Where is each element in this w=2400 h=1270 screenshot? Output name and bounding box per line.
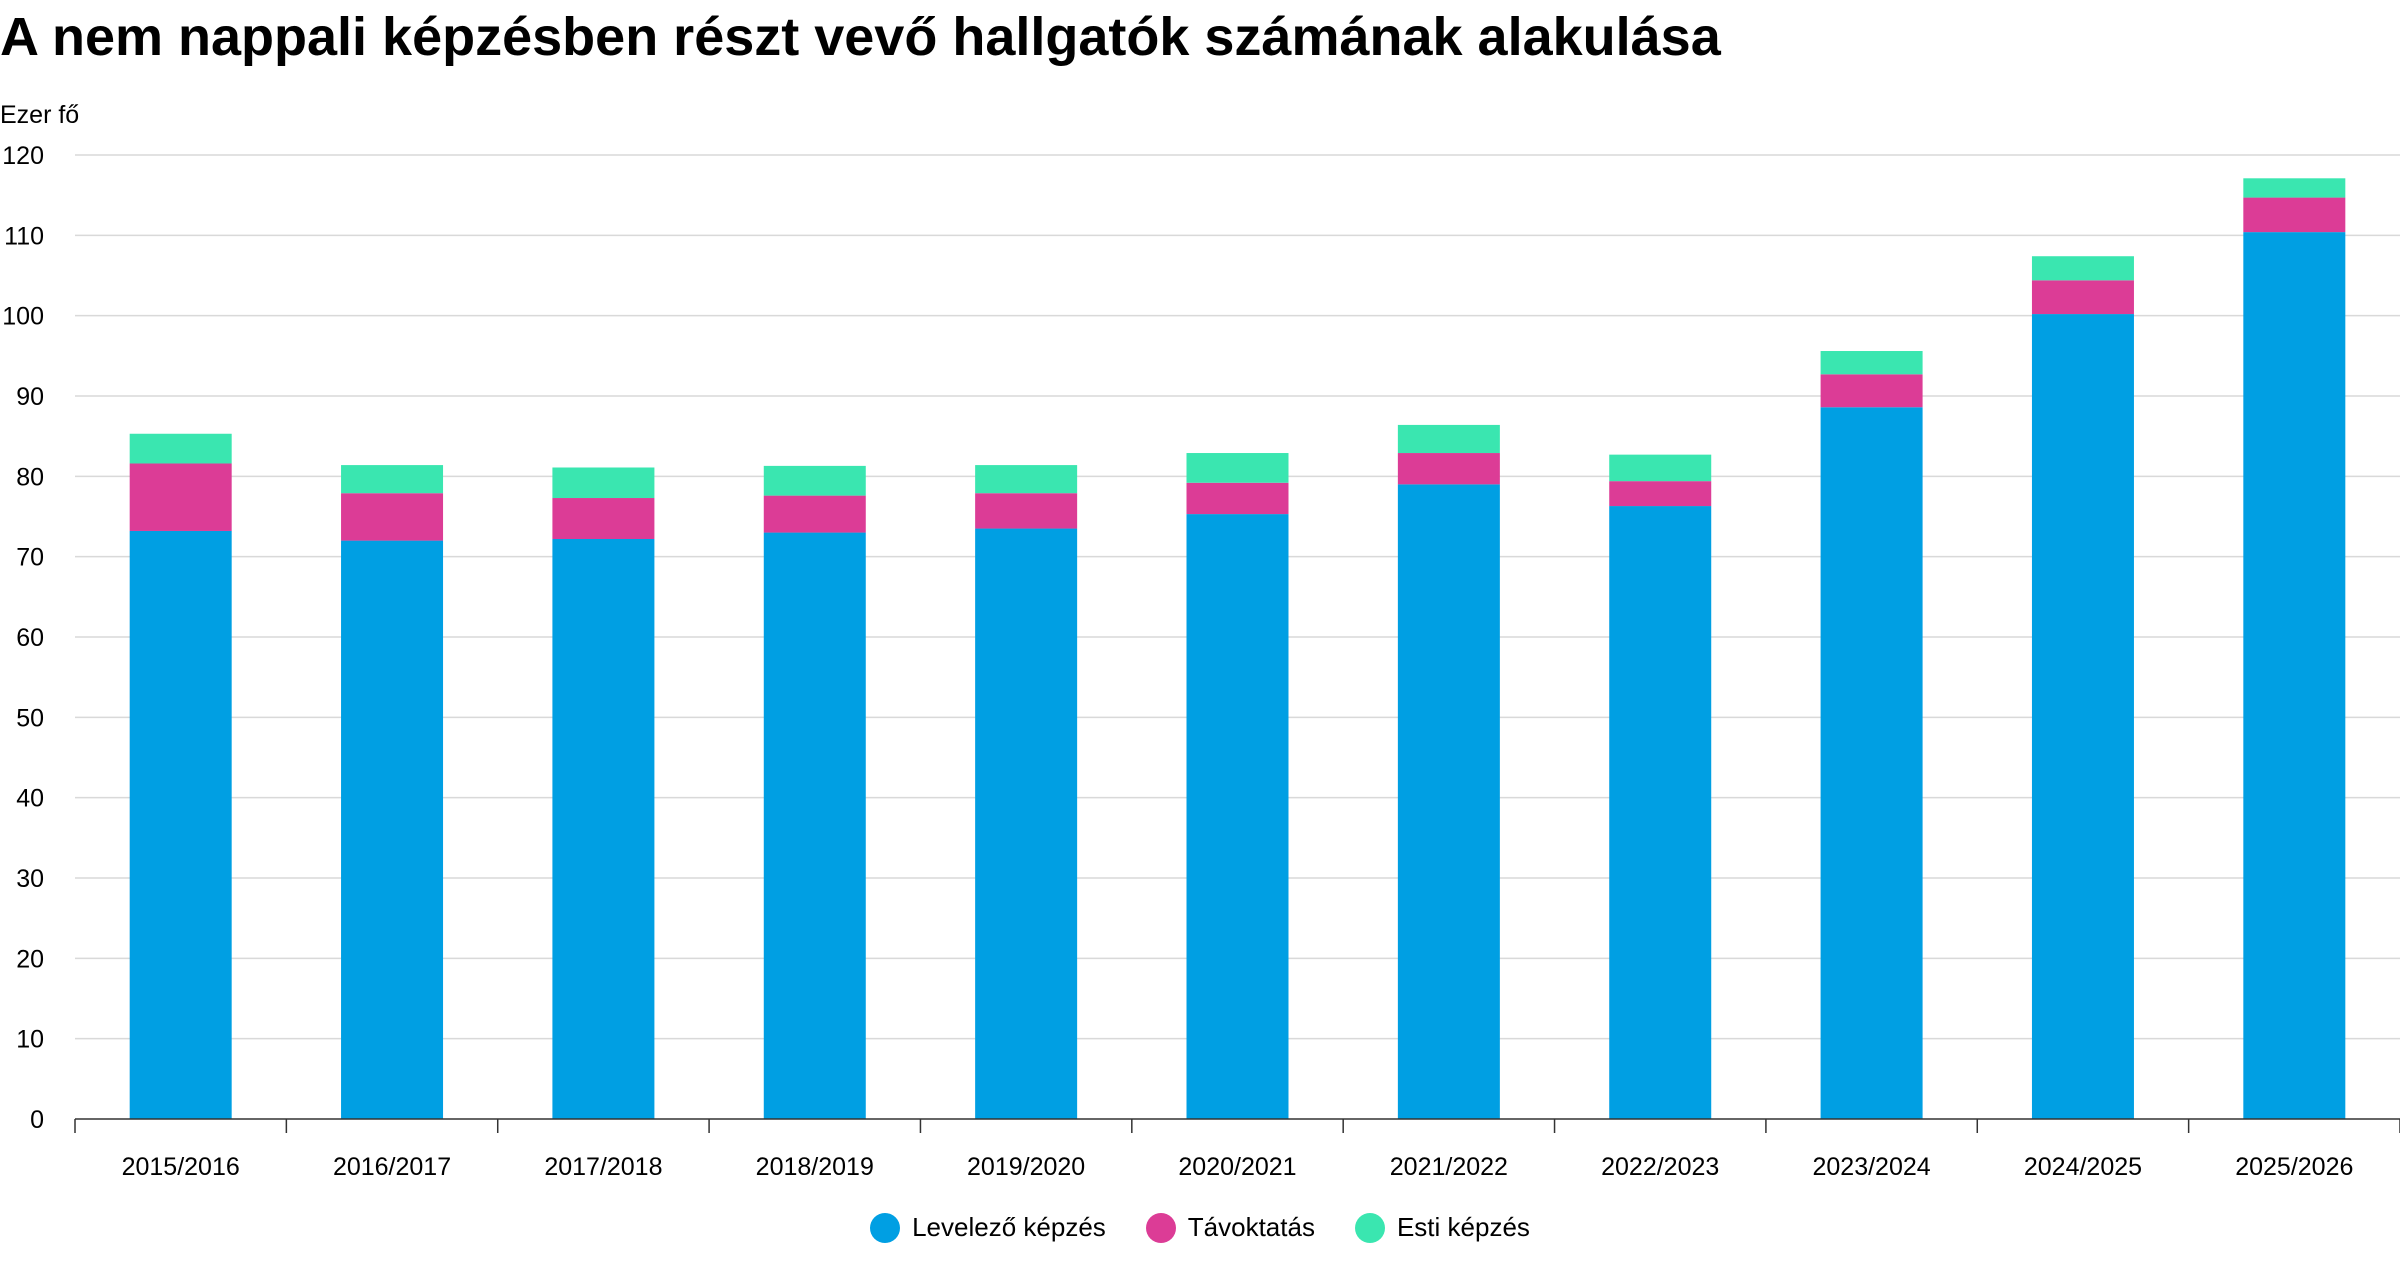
bar-2015-2016-series-3 bbox=[129, 433, 232, 464]
bar-2016-2017-series-1 bbox=[341, 540, 444, 1119]
bar-2022-2023-series-1 bbox=[1609, 506, 1712, 1120]
bars bbox=[129, 178, 2346, 1120]
y-tick-label-120: 120 bbox=[2, 142, 44, 170]
bar-2025-2026-series-1 bbox=[2243, 232, 2346, 1119]
legend-label: Esti képzés bbox=[1396, 1212, 1530, 1242]
y-tick-label-0: 0 bbox=[30, 1106, 44, 1134]
bar-2021-2022-series-1 bbox=[1397, 484, 1500, 1119]
bar-2023-2024-series-1 bbox=[1820, 407, 1923, 1119]
legend-label: Távoktatás bbox=[1187, 1212, 1315, 1242]
x-tick-label-2015-2016: 2015/2016 bbox=[122, 1153, 240, 1181]
x-tick-label-2022-2023: 2022/2023 bbox=[1601, 1153, 1719, 1181]
bar-2021-2022-series-3 bbox=[1397, 424, 1500, 454]
bar-2020-2021-series-2 bbox=[1186, 482, 1289, 515]
bar-2022-2023-series-3 bbox=[1609, 454, 1712, 482]
legend-item-2: Távoktatás bbox=[1145, 1212, 1315, 1243]
bar-2018-2019-series-1 bbox=[763, 532, 866, 1119]
x-tick-label-2021-2022: 2021/2022 bbox=[1390, 1153, 1508, 1181]
bar-2022-2023-series-2 bbox=[1609, 481, 1712, 507]
bar-2019-2020-series-1 bbox=[975, 528, 1078, 1119]
x-tick-label-2017-2018: 2017/2018 bbox=[544, 1153, 662, 1181]
legend-swatch bbox=[870, 1212, 901, 1243]
y-tick-label-60: 60 bbox=[16, 624, 44, 652]
bar-2015-2016-series-2 bbox=[129, 463, 232, 531]
x-tick-label-2018-2019: 2018/2019 bbox=[756, 1153, 874, 1181]
legend-swatch bbox=[1145, 1212, 1176, 1243]
x-tick-label-2024-2025: 2024/2025 bbox=[2024, 1153, 2142, 1181]
bar-2020-2021-series-1 bbox=[1186, 514, 1289, 1119]
y-tick-label-110: 110 bbox=[4, 222, 44, 250]
bar-2015-2016-series-1 bbox=[129, 530, 232, 1119]
y-axis-unit-label: Ezer fő bbox=[0, 101, 79, 129]
bar-2016-2017-series-2 bbox=[341, 493, 444, 541]
bar-2018-2019-series-3 bbox=[763, 465, 866, 496]
bar-2020-2021-series-3 bbox=[1186, 453, 1289, 483]
bar-2024-2025-series-2 bbox=[2031, 280, 2134, 315]
legend-swatch bbox=[1354, 1212, 1385, 1243]
y-tick-label-100: 100 bbox=[2, 303, 44, 331]
bar-2016-2017-series-3 bbox=[341, 465, 444, 494]
legend-label: Levelező képzés bbox=[912, 1212, 1106, 1242]
bar-2017-2018-series-2 bbox=[552, 498, 655, 539]
bar-2023-2024-series-3 bbox=[1820, 351, 1923, 375]
y-tick-label-70: 70 bbox=[16, 544, 44, 572]
legend-item-1: Levelező képzés bbox=[870, 1212, 1106, 1243]
y-tick-label-90: 90 bbox=[16, 383, 44, 411]
bar-2017-2018-series-3 bbox=[552, 467, 655, 499]
bar-2025-2026-series-2 bbox=[2243, 197, 2346, 233]
legend-item-3: Esti képzés bbox=[1354, 1212, 1530, 1243]
y-tick-label-40: 40 bbox=[16, 785, 44, 813]
x-tick-label-2025-2026: 2025/2026 bbox=[2235, 1153, 2353, 1181]
bar-2021-2022-series-2 bbox=[1397, 453, 1500, 485]
x-tick-label-2020-2021: 2020/2021 bbox=[1178, 1153, 1296, 1181]
legend: Levelező képzés Távoktatás Esti képzés bbox=[0, 1212, 2400, 1243]
chart-title: A nem nappali képzésben részt vevő hallg… bbox=[0, 7, 1721, 67]
y-tick-label-80: 80 bbox=[16, 463, 44, 491]
x-tick-label-2016-2017: 2016/2017 bbox=[333, 1153, 451, 1181]
y-tick-label-30: 30 bbox=[16, 865, 44, 893]
x-tick-label-2023-2024: 2023/2024 bbox=[1812, 1153, 1930, 1181]
x-tick-label-2019-2020: 2019/2020 bbox=[967, 1153, 1085, 1181]
bar-2023-2024-series-2 bbox=[1820, 374, 1923, 408]
bar-2019-2020-series-2 bbox=[975, 493, 1078, 529]
y-tick-label-20: 20 bbox=[16, 945, 44, 973]
y-tick-label-50: 50 bbox=[16, 704, 44, 732]
bar-2017-2018-series-1 bbox=[552, 538, 655, 1119]
bar-2025-2026-series-3 bbox=[2243, 178, 2346, 198]
axes: 0 10 20 30 40 50 60 70 80 90 100 110 120 2015/2016 201… bbox=[2, 142, 2400, 1181]
y-tick-label-10: 10 bbox=[16, 1026, 44, 1054]
bar-2024-2025-series-3 bbox=[2031, 256, 2134, 281]
bar-2024-2025-series-1 bbox=[2031, 314, 2134, 1119]
bar-2019-2020-series-3 bbox=[975, 465, 1078, 494]
bar-2018-2019-series-2 bbox=[763, 495, 866, 533]
